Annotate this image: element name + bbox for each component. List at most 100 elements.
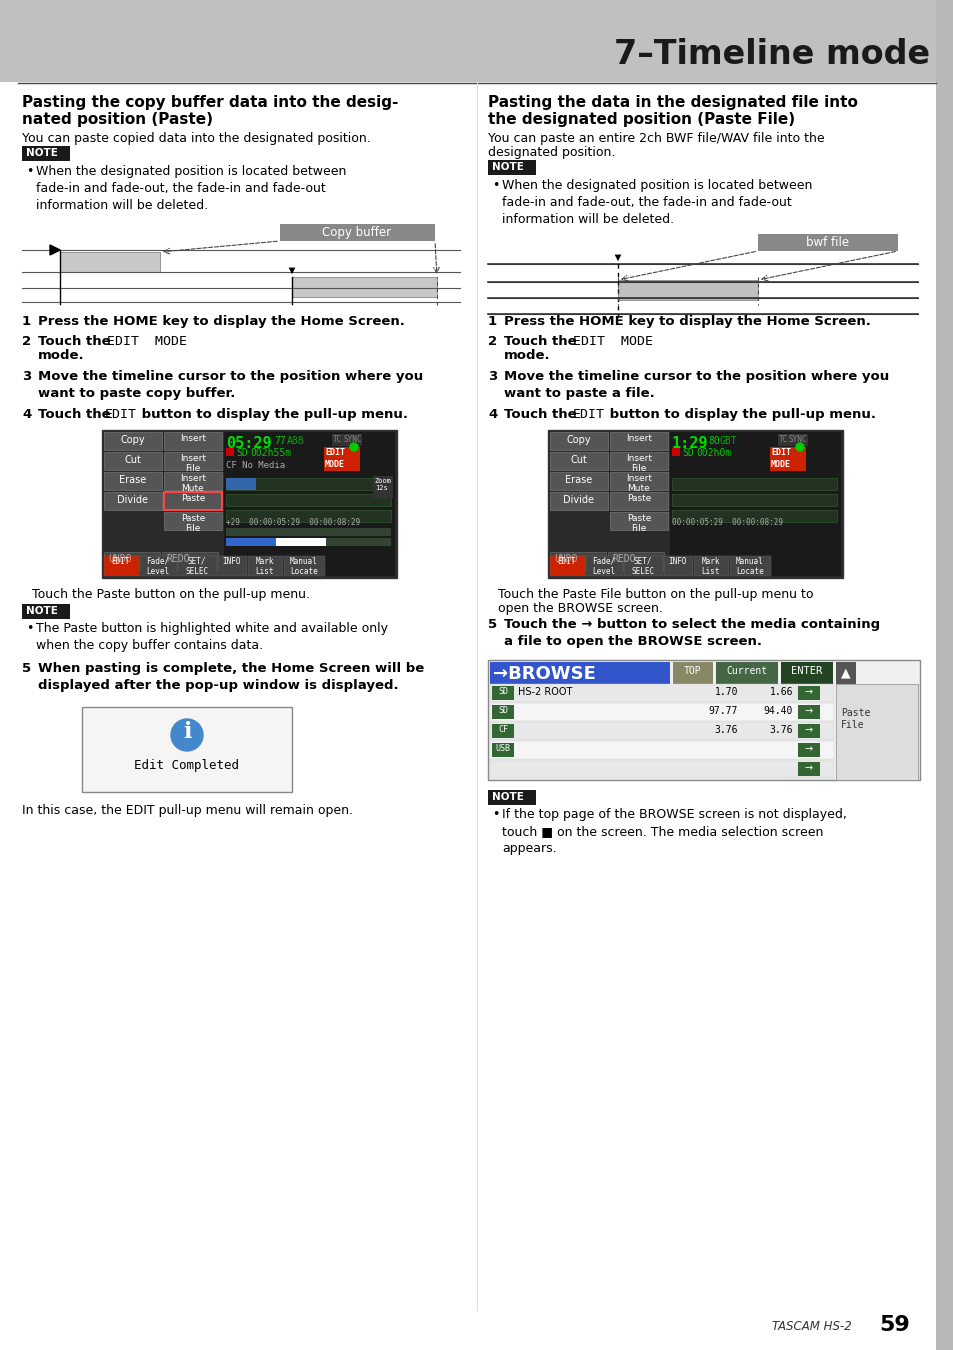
Bar [835, 684, 917, 780]
Text: +29  00:00:05:29  00:00:08:29: +29 00:00:05:29 00:00:08:29 [226, 518, 359, 526]
Bar [488, 161, 536, 176]
Bar [797, 724, 820, 738]
Text: 80: 80 [707, 436, 719, 446]
Bar [547, 431, 842, 578]
Text: 2: 2 [488, 335, 497, 348]
Bar [550, 452, 607, 470]
Text: Cut: Cut [570, 455, 587, 464]
Bar [162, 552, 218, 570]
Text: •: • [26, 622, 33, 634]
Bar [164, 472, 222, 490]
Circle shape [350, 443, 357, 451]
Bar [797, 743, 820, 757]
Bar [492, 743, 514, 757]
Bar [60, 252, 160, 271]
Bar [284, 556, 325, 576]
Bar [104, 556, 139, 576]
Bar [104, 472, 162, 490]
Text: You can paste an entire 2ch BWF file/WAV file into the: You can paste an entire 2ch BWF file/WAV… [488, 132, 823, 144]
Text: INFO: INFO [222, 558, 241, 566]
Text: Insert
Mute: Insert Mute [180, 474, 206, 493]
Bar [609, 432, 667, 450]
Text: nated position (Paste): nated position (Paste) [22, 112, 213, 127]
Text: 94.40: 94.40 [762, 706, 792, 716]
Text: HS-2 ROOT: HS-2 ROOT [517, 687, 572, 697]
Text: 97.77: 97.77 [708, 706, 738, 716]
Bar [140, 556, 177, 576]
Bar [226, 510, 391, 522]
Text: SYNC: SYNC [344, 435, 362, 444]
Text: Copy buffer: Copy buffer [322, 225, 391, 239]
Text: Touch the: Touch the [38, 335, 115, 348]
Bar [623, 556, 662, 576]
Bar [609, 512, 667, 531]
Bar [226, 539, 275, 545]
Bar [218, 556, 247, 576]
Text: →: → [804, 744, 812, 755]
Text: 3: 3 [488, 370, 497, 383]
Bar [226, 539, 391, 545]
Text: Paste
File: Paste File [181, 514, 205, 533]
Bar [324, 447, 359, 459]
Bar [490, 662, 669, 684]
Bar [716, 662, 778, 684]
Text: Divide: Divide [117, 495, 149, 505]
Text: mode.: mode. [503, 350, 550, 362]
Text: →: → [804, 763, 812, 774]
Text: SD: SD [497, 687, 507, 697]
Bar [82, 707, 292, 792]
Text: EDIT: EDIT [105, 408, 137, 421]
Bar [671, 510, 836, 522]
Text: Touch the Paste button on the pull-up menu.: Touch the Paste button on the pull-up me… [32, 589, 310, 601]
Bar [22, 603, 70, 620]
Text: bwf file: bwf file [805, 236, 849, 248]
Text: Mark
List: Mark List [255, 558, 274, 575]
Text: Paste
File: Paste File [626, 514, 651, 533]
Circle shape [795, 443, 803, 451]
Text: Fade/
Level: Fade/ Level [146, 558, 170, 575]
Bar [935, 0, 953, 1350]
Text: Erase: Erase [565, 475, 592, 485]
Text: Paste: Paste [626, 494, 651, 504]
Text: EDIT: EDIT [325, 448, 345, 458]
Circle shape [171, 720, 203, 751]
Text: UNDO: UNDO [108, 554, 132, 564]
Bar [671, 448, 679, 456]
Text: 3: 3 [22, 370, 31, 383]
Text: 5: 5 [22, 662, 31, 675]
Text: EDIT: EDIT [112, 558, 131, 566]
Text: Mark
List: Mark List [701, 558, 720, 575]
Bar [672, 662, 712, 684]
Text: A88: A88 [287, 436, 304, 446]
Bar [104, 552, 160, 570]
Bar [332, 433, 361, 446]
Text: Insert: Insert [180, 433, 206, 443]
Text: NOTE: NOTE [26, 606, 58, 616]
Text: REDO: REDO [166, 554, 190, 564]
Text: SYNC: SYNC [788, 435, 806, 444]
Bar [758, 234, 897, 251]
Text: SD: SD [497, 706, 507, 716]
Bar [164, 512, 222, 531]
Text: SD: SD [235, 448, 248, 458]
Text: The Paste button is highlighted white and available only
when the copy buffer co: The Paste button is highlighted white an… [36, 622, 388, 652]
Text: Edit Completed: Edit Completed [134, 759, 239, 772]
Text: 5: 5 [488, 618, 497, 630]
Text: Zoom
12s: Zoom 12s [375, 478, 392, 491]
Text: Press the HOME key to display the Home Screen.: Press the HOME key to display the Home S… [38, 315, 404, 328]
Bar [550, 556, 584, 576]
Bar [550, 432, 607, 450]
Bar [490, 760, 833, 778]
Bar [104, 432, 162, 450]
Text: Insert
File: Insert File [625, 454, 651, 474]
Bar [488, 660, 919, 780]
Bar [164, 452, 222, 470]
Text: Divide: Divide [563, 495, 594, 505]
Text: •: • [26, 165, 33, 178]
Bar [671, 478, 836, 490]
Bar [550, 552, 605, 570]
Text: •: • [492, 809, 498, 821]
Bar [490, 684, 833, 702]
Text: Press the HOME key to display the Home Screen.: Press the HOME key to display the Home S… [503, 315, 870, 328]
Text: Insert
Mute: Insert Mute [625, 474, 651, 493]
